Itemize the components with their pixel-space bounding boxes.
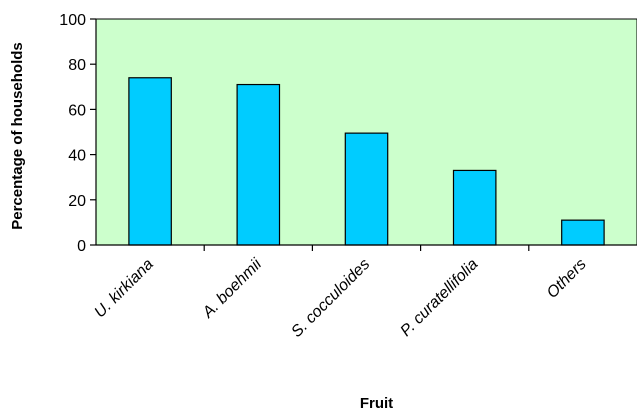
x-axis: U. kirkiana A. boehmii S. cocculoides P. cu… [91,244,637,341]
bar [561,219,605,246]
y-axis-title: Percentage of households [9,42,26,230]
y-tick-label: 80 [68,57,86,74]
y-axis: 0 20 40 60 80 100 [59,12,97,255]
x-category-label: S. cocculoides [288,256,373,341]
bar [128,77,172,246]
x-category-label: U. kirkiana [91,256,157,322]
y-tick-label: 40 [68,148,86,165]
y-tick-label: 0 [77,238,86,255]
bar [344,132,389,246]
x-category-label: P. curatellifolia [397,256,481,340]
x-category-label: A. boehmii [199,255,265,321]
y-tick-label: 60 [68,102,86,119]
x-category-label: Others [544,256,590,302]
bar [452,169,497,246]
y-tick-label: 100 [59,12,86,29]
y-tick-label: 20 [68,193,86,210]
bar [236,83,281,246]
x-axis-title: Fruit [360,395,393,412]
